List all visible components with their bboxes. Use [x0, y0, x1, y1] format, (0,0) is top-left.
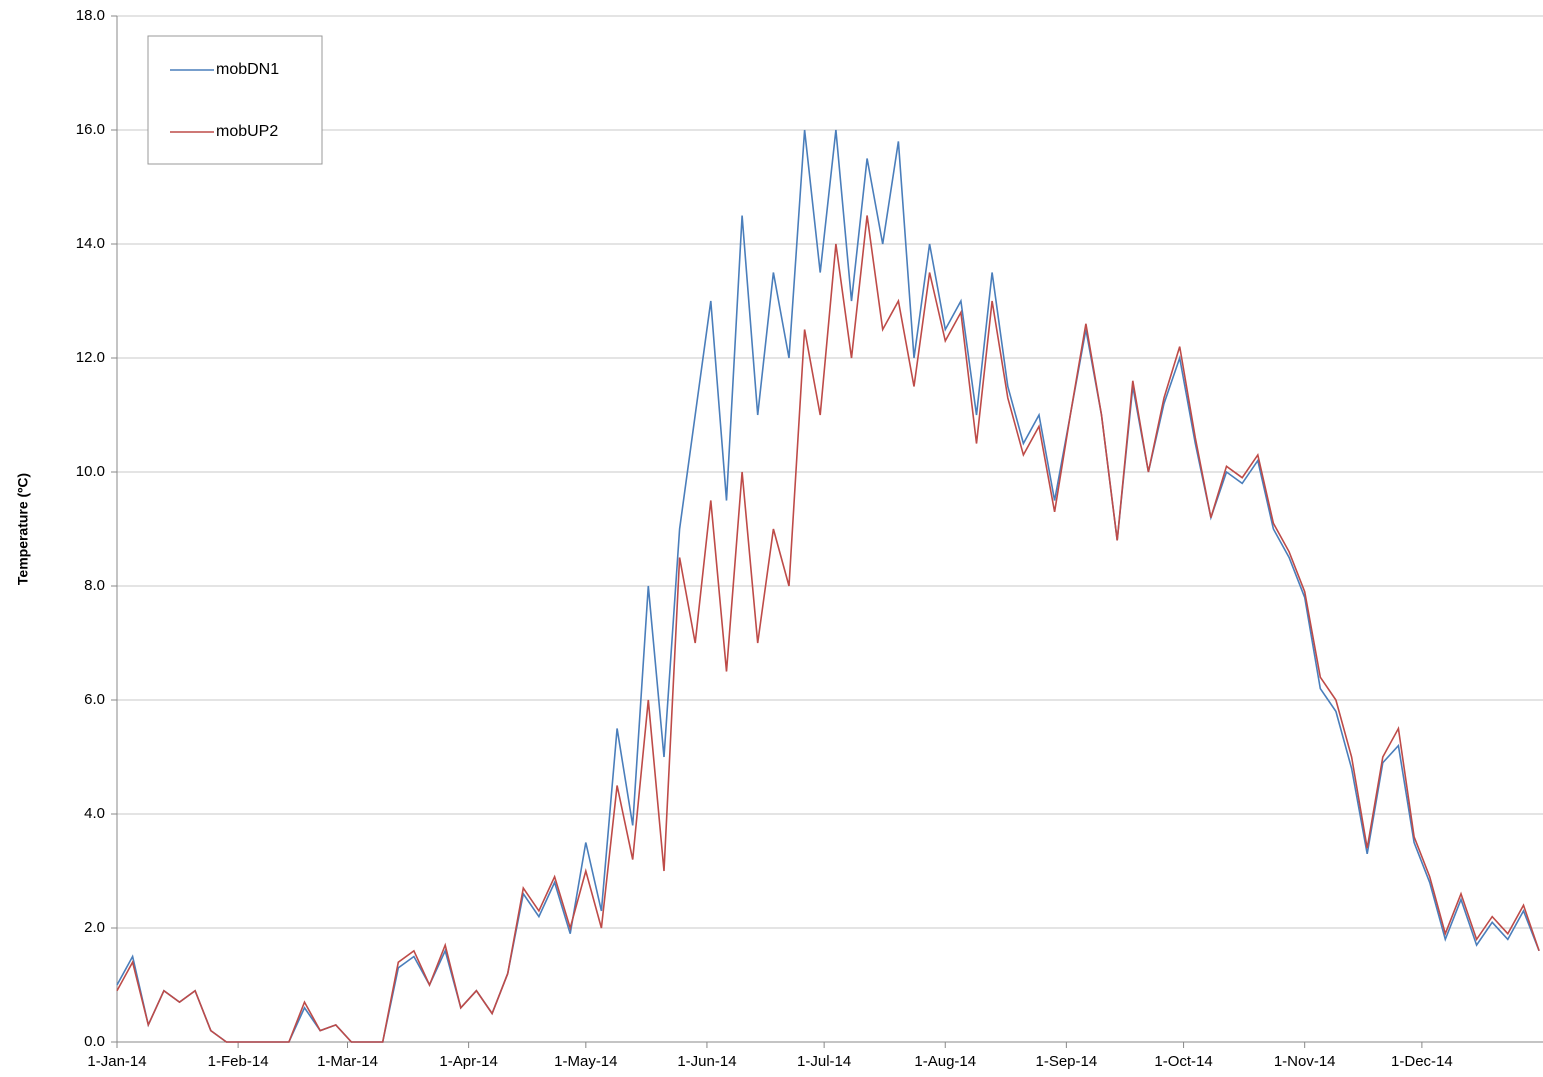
x-tick-label: 1-Jan-14: [87, 1053, 146, 1070]
x-tick-label: 1-Oct-14: [1154, 1053, 1212, 1070]
legend-label: mobDN1: [216, 61, 279, 78]
x-tick-label: 1-Jul-14: [797, 1053, 851, 1070]
x-tick-label: 1-May-14: [554, 1053, 617, 1070]
x-tick-label: 1-Dec-14: [1391, 1053, 1453, 1070]
legend-box: [147, 35, 323, 165]
y-tick-label: 6.0: [84, 691, 105, 708]
y-tick-label: 2.0: [84, 919, 105, 936]
y-tick-label: 14.0: [76, 235, 105, 252]
series-line: [116, 215, 1540, 1043]
x-tick-label: 1-Mar-14: [317, 1053, 378, 1070]
x-tick-label: 1-Feb-14: [208, 1053, 269, 1070]
y-tick-label: 0.0: [84, 1033, 105, 1050]
y-tick-label: 12.0: [76, 349, 105, 366]
y-tick-label: 10.0: [76, 463, 105, 480]
x-tick-label: 1-Sep-14: [1036, 1053, 1098, 1070]
y-tick-label: 16.0: [76, 121, 105, 138]
x-tick-label: 1-Jun-14: [677, 1053, 736, 1070]
x-tick-label: 1-Aug-14: [914, 1053, 976, 1070]
legend-label: mobUP2: [216, 123, 278, 140]
x-tick-label: 1-Apr-14: [439, 1053, 497, 1070]
y-axis-label: Temperature (ºC): [15, 473, 31, 585]
y-tick-label: 18.0: [76, 7, 105, 24]
y-tick-label: 8.0: [84, 577, 105, 594]
y-tick-label: 4.0: [84, 805, 105, 822]
x-tick-label: 1-Nov-14: [1274, 1053, 1336, 1070]
